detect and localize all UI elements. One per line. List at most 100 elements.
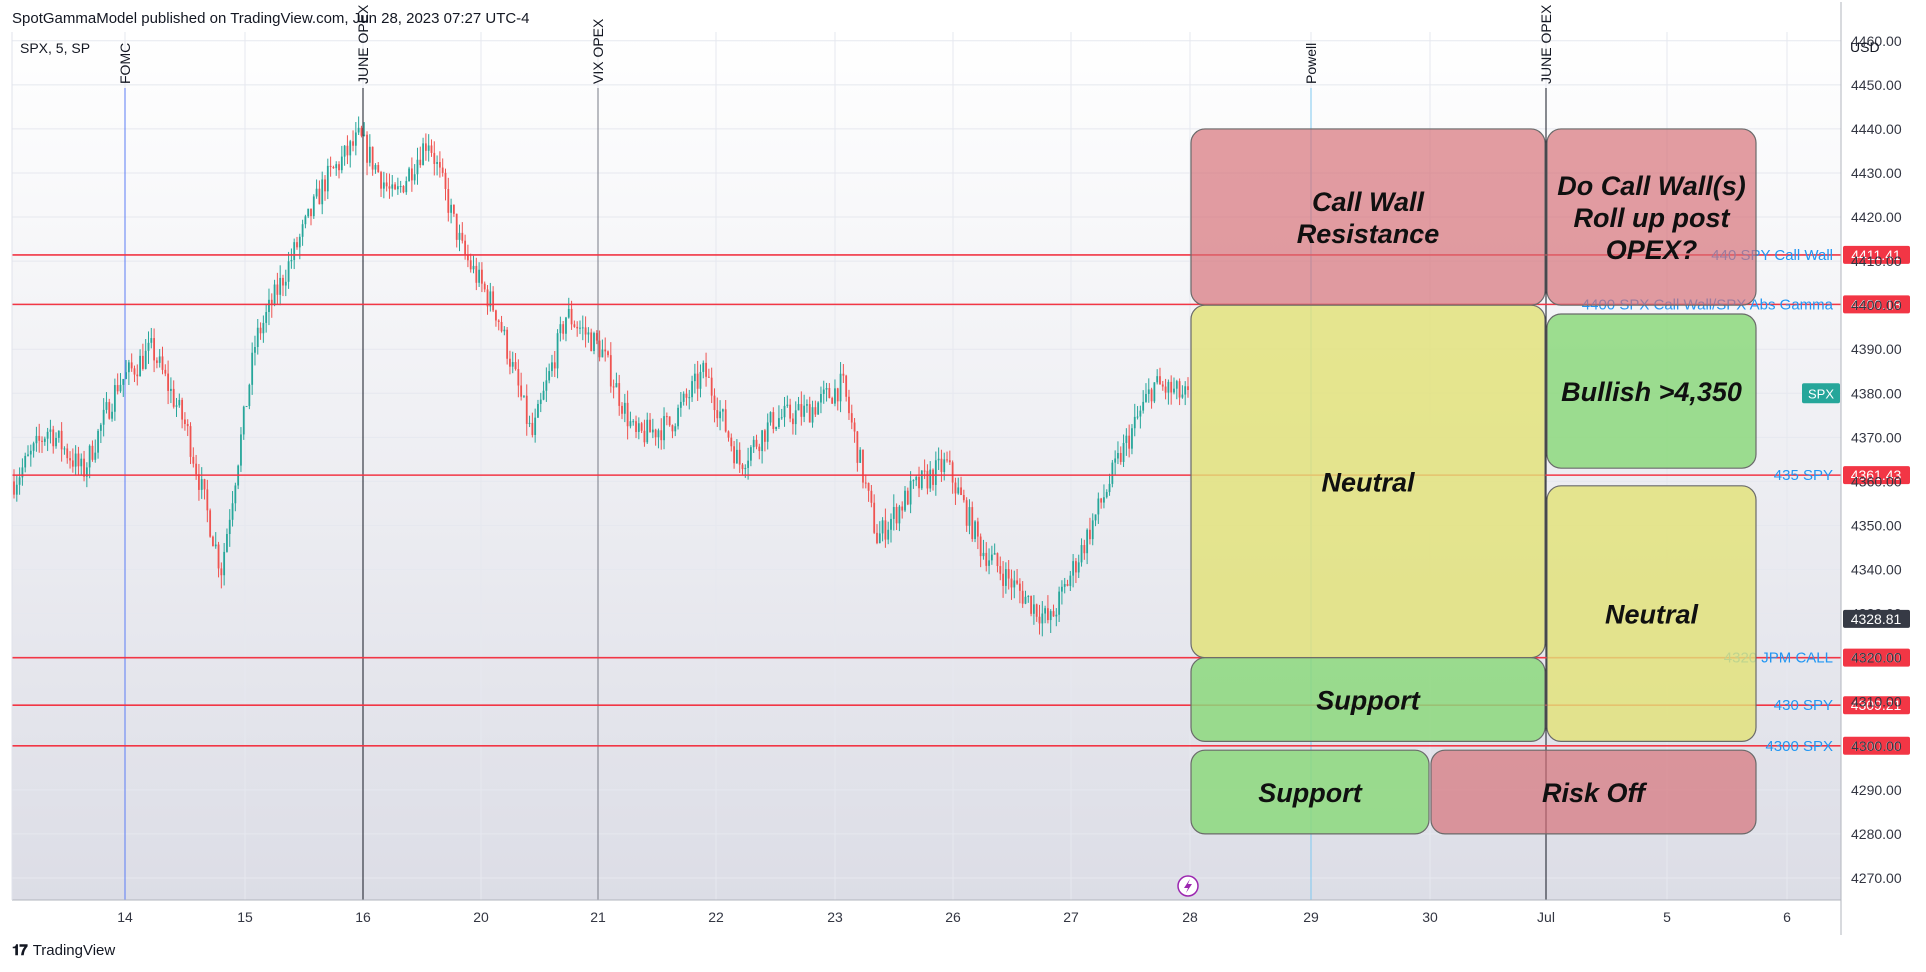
- candle-body: [363, 134, 366, 136]
- alert-icon[interactable]: [1177, 875, 1199, 897]
- zone-neutral[interactable]: Neutral: [1190, 304, 1546, 659]
- candle-body: [270, 299, 273, 306]
- candle-body: [478, 269, 481, 283]
- price-tick-label: 4300.00: [1851, 738, 1902, 754]
- footer-brand[interactable]: TradingView: [32, 942, 116, 959]
- candle-body: [1021, 590, 1024, 604]
- candle-body: [1027, 596, 1030, 598]
- candle-body: [937, 458, 940, 461]
- candle-body: [231, 503, 234, 520]
- candle-body: [315, 188, 318, 197]
- candle-body: [170, 388, 172, 391]
- candle-body: [290, 259, 293, 262]
- candle-body: [307, 208, 310, 217]
- level-price-tag: [1843, 245, 1910, 264]
- zone-bullish[interactable]: Bullish >4,350: [1546, 313, 1757, 469]
- candle-body: [811, 407, 814, 423]
- candle-body: [368, 146, 371, 163]
- candle-body: [94, 452, 97, 460]
- candle-body: [934, 460, 937, 485]
- candle-body: [200, 479, 203, 490]
- zone-neutral[interactable]: Neutral: [1546, 485, 1757, 742]
- candle-body: [567, 308, 570, 318]
- candle-body: [91, 445, 94, 460]
- candle-body: [1173, 388, 1175, 393]
- candle-body: [1117, 452, 1119, 459]
- candle-body: [1072, 561, 1075, 576]
- candle-body: [172, 388, 175, 407]
- price-tick-label: 4270.00: [1851, 870, 1902, 886]
- candle-body: [918, 476, 920, 489]
- candle-body: [979, 536, 982, 557]
- candle-body: [1139, 410, 1142, 417]
- candle-body: [340, 156, 343, 171]
- candle-body: [859, 449, 862, 463]
- candle-body: [287, 261, 290, 282]
- candle-body: [1077, 562, 1080, 573]
- candle-body: [948, 460, 951, 463]
- price-tick-label: 4410.00: [1851, 253, 1902, 269]
- candle-body: [1052, 611, 1055, 617]
- candle-body: [164, 369, 167, 374]
- candle-body: [1094, 514, 1097, 521]
- candle-body: [153, 338, 155, 361]
- candle-body: [839, 373, 842, 402]
- candle-body: [301, 224, 304, 237]
- zone-bullish[interactable]: Support: [1190, 657, 1546, 742]
- time-tick-label: 15: [237, 909, 253, 925]
- candle-body: [175, 405, 178, 407]
- candle-body: [279, 277, 282, 295]
- candle-body: [884, 520, 887, 540]
- candle-body: [691, 381, 693, 398]
- candle-body: [752, 439, 755, 448]
- price-tick-label: 4390.00: [1851, 341, 1902, 357]
- candle-body: [719, 411, 721, 419]
- candle-body: [195, 463, 198, 475]
- candle-body: [792, 418, 794, 425]
- candle-body: [220, 568, 223, 576]
- candle-body: [158, 356, 161, 363]
- candle-body: [1111, 462, 1114, 484]
- candle-body: [803, 405, 806, 417]
- candle-body: [447, 189, 450, 213]
- candle-body: [890, 518, 892, 530]
- price-chart[interactable]: FOMC JUNE OPEX VIX OPEX Powell JUNE OPEX 440…: [0, 0, 1926, 935]
- candle-body: [668, 416, 671, 426]
- candle-body: [831, 398, 834, 404]
- candle-body: [783, 405, 786, 418]
- candle-body: [1089, 529, 1091, 540]
- candle-body: [385, 182, 388, 187]
- candle-body: [929, 469, 932, 489]
- candle-body: [1150, 389, 1153, 402]
- candle-body: [850, 413, 853, 423]
- currency-label: USD: [1850, 39, 1880, 55]
- current-price-tag-text: 4328.81: [1851, 611, 1902, 627]
- zone-bullish[interactable]: Support: [1190, 749, 1430, 835]
- candle-body: [957, 487, 960, 494]
- zone-bearish[interactable]: Risk Off: [1430, 749, 1757, 835]
- candle-body: [430, 145, 433, 153]
- candle-body: [1125, 435, 1128, 443]
- candle-body: [1153, 382, 1156, 402]
- candle-body: [901, 506, 904, 511]
- price-tick-label: 4430.00: [1851, 165, 1902, 181]
- candle-body: [422, 143, 424, 166]
- candle-body: [595, 333, 598, 341]
- candle-body: [713, 395, 716, 411]
- candle-body: [679, 401, 682, 408]
- candle-body: [326, 165, 329, 192]
- candle-body: [657, 430, 660, 438]
- candle-body: [562, 324, 565, 334]
- candle-body: [735, 449, 738, 464]
- level-price-tag: [1843, 696, 1910, 715]
- candle-body: [794, 410, 797, 425]
- candle-body: [354, 132, 357, 146]
- candle-body: [206, 489, 209, 511]
- candle-body: [716, 410, 719, 419]
- candle-body: [817, 402, 820, 415]
- candle-body: [800, 404, 803, 417]
- candle-body: [113, 385, 116, 412]
- candle-body: [862, 449, 864, 483]
